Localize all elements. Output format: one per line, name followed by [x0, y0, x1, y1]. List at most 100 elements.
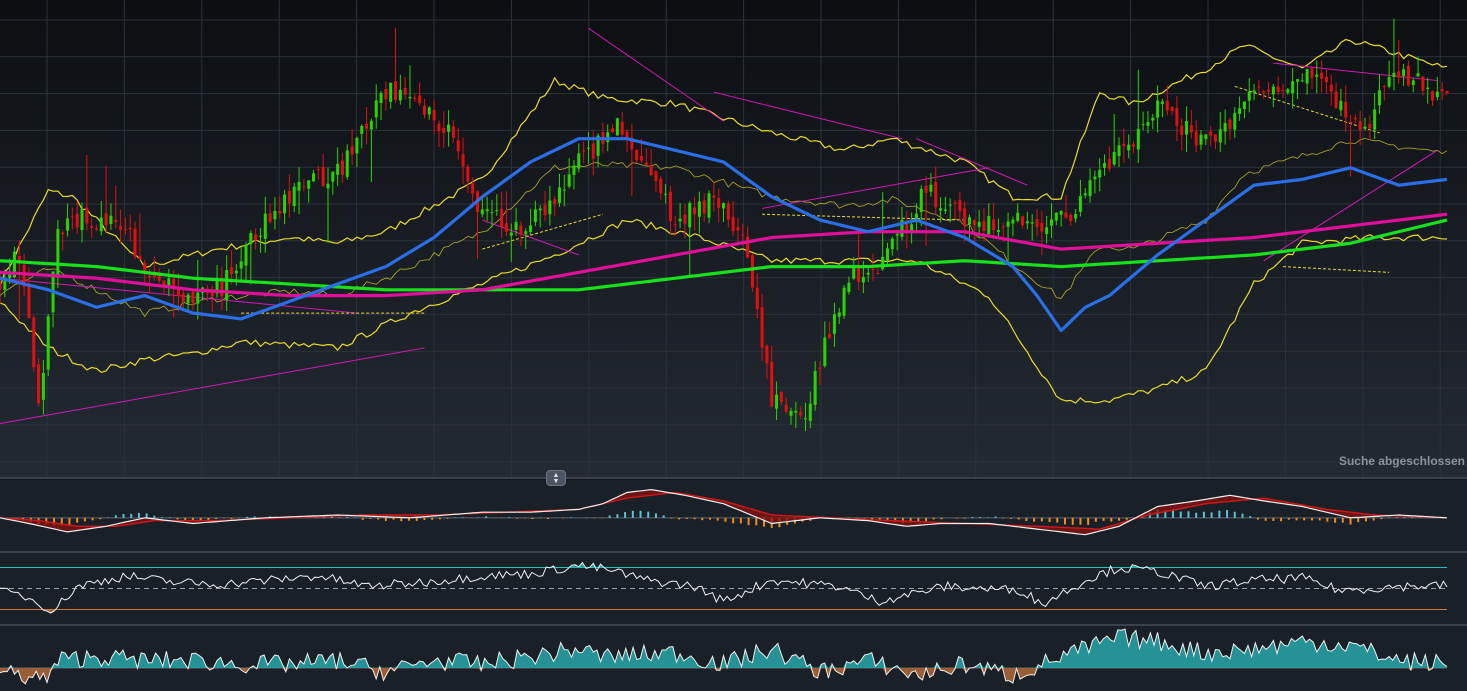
candle-bear	[659, 178, 663, 194]
candle-bull	[109, 215, 113, 224]
candle-bull	[1078, 195, 1082, 212]
macd-pane[interactable]	[0, 480, 1467, 551]
candle-bull	[562, 189, 566, 191]
candle-bull	[664, 193, 668, 195]
price-pane[interactable]	[0, 0, 1467, 477]
candle-bull	[1074, 214, 1078, 219]
pane-separator[interactable]	[0, 551, 1467, 553]
candle-bull	[41, 372, 45, 400]
candle-bull	[861, 277, 865, 283]
trendline-magenta	[482, 219, 579, 256]
candle-bull	[1185, 121, 1189, 135]
candle-bear	[456, 140, 460, 152]
trendline-magenta	[916, 138, 1028, 186]
candle-bear	[157, 272, 161, 281]
candle-bear	[553, 199, 557, 205]
macd-chart[interactable]	[0, 480, 1467, 551]
candle-bull	[1339, 100, 1343, 111]
candle-bear	[1329, 84, 1333, 92]
momentum-pane[interactable]	[0, 626, 1467, 691]
rsi-chart[interactable]	[0, 553, 1467, 624]
candle-bull	[1030, 222, 1034, 224]
candle-bull	[331, 171, 335, 182]
candle-bull	[1271, 86, 1275, 95]
candle-bear	[736, 227, 740, 231]
candle-bear	[37, 364, 41, 404]
candle-bear	[75, 213, 79, 228]
candle-bear	[365, 123, 369, 129]
candle-bear	[220, 278, 224, 297]
candle-bull	[1049, 219, 1053, 226]
candle-bear	[350, 146, 354, 155]
pane-separator[interactable]	[0, 477, 1467, 479]
candle-bear	[668, 191, 672, 222]
candle-bear	[466, 166, 470, 182]
candle-bull	[538, 208, 542, 211]
candle-bear	[1122, 143, 1126, 147]
candle-bear	[394, 81, 398, 100]
candle-bear	[611, 128, 615, 133]
candle-bull	[1146, 122, 1150, 126]
trendline-magenta	[1263, 149, 1438, 262]
candle-bull	[447, 124, 451, 132]
candle-bear	[649, 165, 653, 176]
momentum-chart[interactable]	[0, 626, 1467, 691]
candle-bull	[529, 225, 533, 233]
candle-bear	[321, 167, 325, 187]
candle-bear	[27, 284, 31, 318]
candle-bear	[1131, 144, 1135, 147]
candle-bear	[683, 214, 687, 224]
candle-bear	[17, 255, 21, 263]
price-chart[interactable]	[0, 0, 1467, 477]
trendline-yellow-dashed	[762, 213, 965, 221]
candle-bull	[283, 194, 287, 214]
candle-bear	[152, 273, 156, 278]
candle-bull	[852, 265, 856, 279]
candle-bear	[702, 200, 706, 214]
candle-bull	[789, 410, 793, 416]
candle-bull	[1377, 90, 1381, 106]
candle-bull	[1127, 144, 1131, 151]
candle-bear	[128, 227, 132, 230]
candle-bull	[615, 118, 619, 136]
candle-bear	[1368, 123, 1372, 129]
candle-bear	[1262, 91, 1266, 93]
candle-bear	[432, 109, 436, 121]
candle-bull	[548, 200, 552, 215]
candle-bull	[596, 135, 600, 156]
candle-bear	[1040, 222, 1044, 232]
candle-bear	[992, 219, 996, 231]
candle-bull	[263, 213, 267, 239]
rsi-pane[interactable]	[0, 553, 1467, 624]
macd-line	[0, 488, 1448, 536]
candle-bear	[731, 216, 735, 232]
candle-bear	[779, 391, 783, 402]
updown-arrows-icon[interactable]: ▲ ▼	[546, 470, 566, 486]
candle-bull	[1083, 193, 1087, 196]
candle-bear	[451, 126, 455, 138]
candle-bull	[823, 337, 827, 367]
candle-bear	[1358, 121, 1362, 130]
candle-bear	[717, 198, 721, 208]
candle-bear	[1257, 86, 1261, 88]
trendline-magenta	[761, 167, 989, 209]
candle-bull	[1156, 100, 1160, 118]
candle-bear	[1021, 216, 1025, 226]
candles	[0, 18, 1449, 432]
candle-bull	[509, 232, 513, 236]
candle-bull	[1204, 134, 1208, 139]
candle-bear	[1107, 158, 1111, 169]
candle-bear	[442, 127, 446, 134]
candle-bull	[249, 233, 253, 245]
candle-bear	[384, 89, 388, 100]
candle-bear	[1213, 134, 1217, 142]
candle-bear	[982, 220, 986, 231]
trendline-magenta	[0, 347, 425, 424]
candle-bear	[210, 289, 214, 297]
trendline-magenta	[1273, 62, 1438, 82]
candle-bull	[8, 273, 12, 279]
pane-separator[interactable]	[0, 624, 1467, 626]
candle-bear	[1320, 72, 1324, 79]
candle-bull	[688, 203, 692, 228]
